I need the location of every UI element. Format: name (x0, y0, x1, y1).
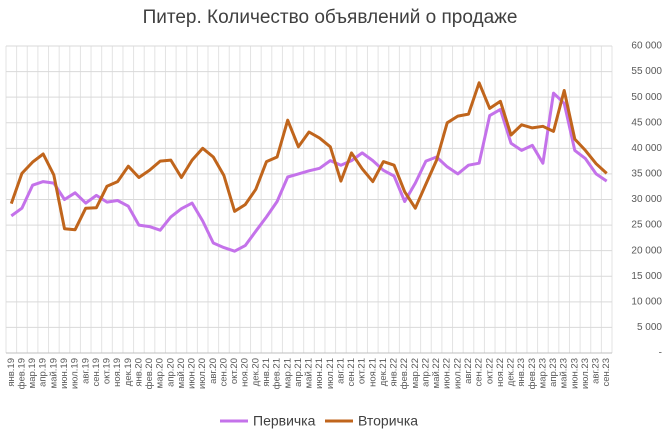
x-tick-label: июн.21 (314, 358, 325, 389)
y-tick-label: 10 000 (631, 296, 662, 307)
legend-label: Вторичка (358, 413, 418, 429)
x-tick-label: июл.22 (452, 358, 463, 389)
legend-label: Первичка (253, 413, 316, 429)
x-tick-label: ноя.21 (367, 358, 378, 387)
series-line (10, 91, 608, 253)
x-tick-label: май.21 (304, 358, 315, 388)
x-tick-label: авг.20 (208, 358, 219, 384)
x-tick-label: мар.19 (27, 358, 38, 388)
x-tick-label: июл.19 (70, 358, 81, 389)
x-tick-label: фев.19 (16, 358, 27, 389)
y-tick-label: 45 000 (631, 117, 662, 128)
x-tick-label: дек.22 (506, 358, 517, 386)
x-tick-label: мар.23 (537, 358, 548, 388)
x-tick-label: дек.19 (123, 358, 134, 386)
x-tick-label: янв.20 (133, 358, 144, 387)
x-tick-label: сен.19 (91, 358, 102, 387)
x-tick-label: янв.21 (261, 358, 272, 387)
y-tick-label: - (659, 348, 662, 359)
x-tick-label: апр.22 (420, 358, 431, 387)
y-tick-label: 50 000 (631, 92, 662, 103)
series-line (9, 81, 608, 232)
x-tick-label: ноя.22 (495, 358, 506, 387)
y-tick-label: 60 000 (631, 41, 662, 52)
y-tick-label: 15 000 (631, 271, 662, 282)
chart-title: Питер. Количество объявлений о продаже (143, 7, 518, 28)
y-tick-label: 35 000 (631, 169, 662, 180)
x-tick-label: сен.22 (474, 358, 485, 387)
y-tick-label: 55 000 (631, 66, 662, 77)
x-tick-label: фев.23 (527, 358, 538, 389)
y-tick-label: 5 000 (637, 322, 662, 333)
x-tick-label: июл.20 (197, 358, 208, 389)
x-tick-label: май.23 (559, 358, 570, 388)
x-tick-label: янв.23 (516, 358, 527, 387)
x-tick-label: июл.23 (580, 358, 591, 389)
x-tick-label: окт.19 (102, 358, 113, 384)
x-tick-label: дек.21 (378, 358, 389, 386)
y-tick-label: 25 000 (631, 220, 662, 231)
x-tick-label: янв.19 (6, 358, 17, 387)
y-tick-label: 30 000 (631, 194, 662, 205)
x-tick-label: мар.22 (410, 358, 421, 388)
x-tick-label: сен.20 (218, 358, 229, 387)
x-tick-label: апр.23 (548, 358, 559, 387)
x-tick-label: апр.20 (165, 358, 176, 387)
x-tick-label: май.22 (431, 358, 442, 388)
x-tick-label: июн.22 (442, 358, 453, 389)
x-tick-label: май.19 (48, 358, 59, 388)
x-tick-label: янв.22 (389, 358, 400, 387)
x-tick-label: ноя.19 (112, 358, 123, 387)
x-tick-label: авг.23 (591, 358, 602, 384)
x-tick-label: окт.20 (229, 358, 240, 384)
x-tick-label: мар.20 (155, 358, 166, 388)
x-tick-label: ноя.20 (240, 358, 251, 387)
x-tick-label: июн.20 (187, 358, 198, 389)
x-tick-label: окт.22 (484, 358, 495, 384)
x-tick-label: май.20 (176, 358, 187, 388)
x-tick-label: фев.21 (272, 358, 283, 389)
x-tick-label: фев.22 (399, 358, 410, 389)
x-tick-label: июл.21 (325, 358, 336, 389)
x-tick-label: дек.20 (250, 358, 261, 386)
y-tick-label: 40 000 (631, 143, 662, 154)
x-tick-label: апр.19 (38, 358, 49, 387)
x-tick-label: сен.23 (601, 358, 612, 387)
x-tick-label: авг.21 (335, 358, 346, 384)
x-tick-label: апр.21 (293, 358, 304, 387)
x-tick-label: мар.21 (282, 358, 293, 388)
x-tick-label: сен.21 (346, 358, 357, 387)
x-tick-label: окт.21 (357, 358, 368, 384)
x-tick-label: фев.20 (144, 358, 155, 389)
x-tick-label: июн.23 (569, 358, 580, 389)
x-tick-label: авг.22 (463, 358, 474, 384)
y-tick-label: 20 000 (631, 245, 662, 256)
x-tick-label: июн.19 (59, 358, 70, 389)
x-tick-label: авг.19 (80, 358, 91, 384)
